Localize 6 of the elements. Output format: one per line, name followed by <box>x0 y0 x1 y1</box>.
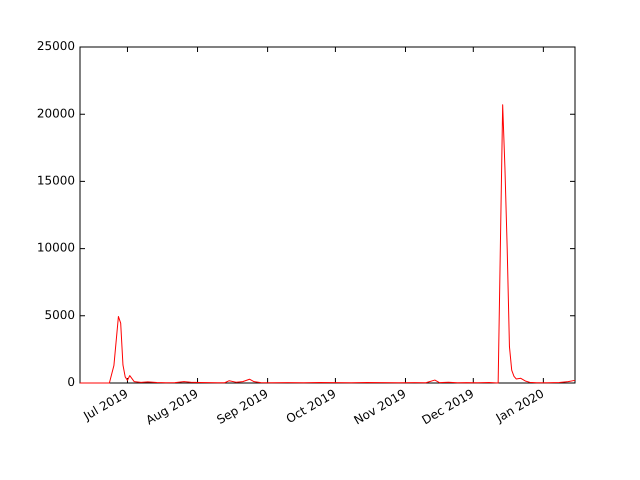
y-tick-label: 0 <box>67 375 75 390</box>
y-tick-label: 5000 <box>44 308 75 322</box>
y-tick-label: 25000 <box>36 39 75 54</box>
y-tick-label: 10000 <box>36 240 75 255</box>
y-tick-label: 15000 <box>36 174 75 188</box>
y-tick-label: 20000 <box>36 106 75 120</box>
